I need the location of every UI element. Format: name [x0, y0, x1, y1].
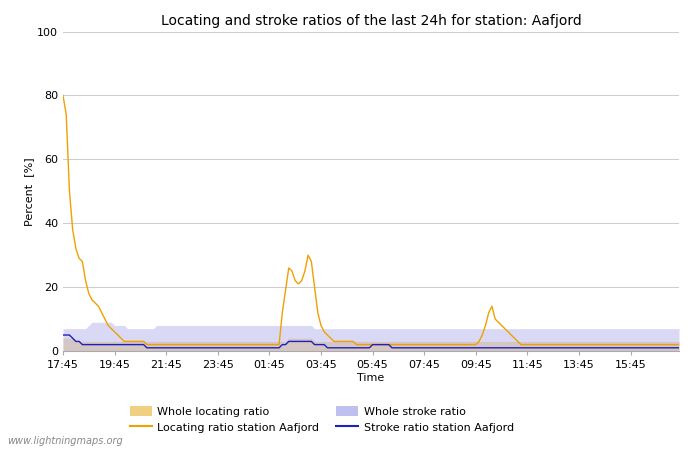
Legend: Whole locating ratio, Locating ratio station Aafjord, Whole stroke ratio, Stroke: Whole locating ratio, Locating ratio sta… — [125, 401, 518, 437]
Title: Locating and stroke ratios of the last 24h for station: Aafjord: Locating and stroke ratios of the last 2… — [160, 14, 582, 27]
X-axis label: Time: Time — [358, 373, 384, 383]
Y-axis label: Percent  [%]: Percent [%] — [25, 157, 34, 225]
Text: www.lightningmaps.org: www.lightningmaps.org — [7, 436, 122, 446]
